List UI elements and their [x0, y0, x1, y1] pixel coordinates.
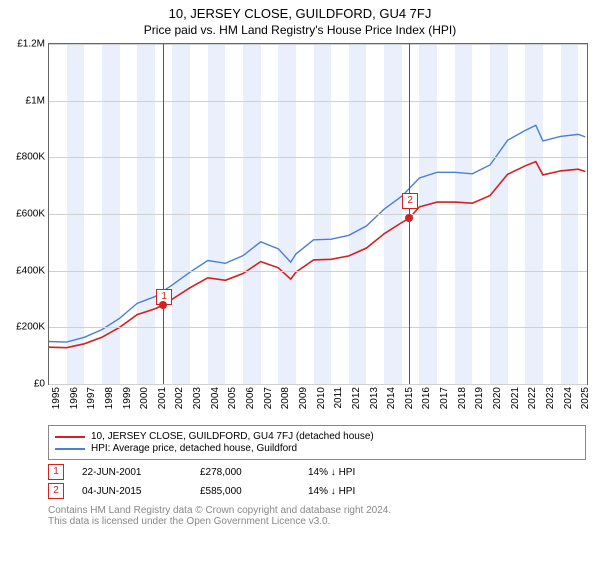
x-tick-label: 2023 — [545, 387, 556, 409]
x-tick-label: 2022 — [527, 387, 538, 409]
sale-price: £585,000 — [200, 486, 290, 497]
sale-delta: 14% ↓ HPI — [308, 467, 398, 478]
y-tick-label: £200K — [16, 322, 45, 333]
sale-price: £278,000 — [200, 467, 290, 478]
x-tick-label: 1998 — [104, 387, 115, 409]
sale-row: 2 04-JUN-2015 £585,000 14% ↓ HPI — [48, 483, 586, 499]
x-tick-label: 2002 — [174, 387, 185, 409]
legend-swatch — [55, 448, 85, 450]
x-tick-label: 2025 — [580, 387, 591, 409]
gridline — [49, 327, 587, 328]
attribution-line-2: This data is licensed under the Open Gov… — [48, 516, 586, 527]
x-tick-label: 2014 — [386, 387, 397, 409]
x-tick-label: 2020 — [492, 387, 503, 409]
sale-dot — [405, 214, 413, 222]
x-tick-label: 2006 — [245, 387, 256, 409]
legend-label: 10, JERSEY CLOSE, GUILDFORD, GU4 7FJ (de… — [91, 431, 374, 442]
sale-date: 22-JUN-2001 — [82, 467, 182, 478]
x-tick-label: 2021 — [510, 387, 521, 409]
sale-dot — [159, 301, 167, 309]
y-tick-label: £1.2M — [17, 39, 45, 50]
y-tick-label: £600K — [16, 209, 45, 220]
y-tick-label: £400K — [16, 265, 45, 276]
y-tick-label: £800K — [16, 152, 45, 163]
chart-title: 10, JERSEY CLOSE, GUILDFORD, GU4 7FJ — [0, 6, 600, 21]
x-axis-labels: 1995 1996 1997 1998 1999 2000 2001 2002 2003 2004… — [48, 385, 586, 419]
x-tick-label: 2013 — [369, 387, 380, 409]
x-tick-label: 2012 — [351, 387, 362, 409]
legend-item: HPI: Average price, detached house, Guil… — [55, 443, 579, 454]
y-tick-label: £0 — [34, 379, 45, 390]
legend-label: HPI: Average price, detached house, Guil… — [91, 443, 297, 454]
x-tick-label: 1996 — [69, 387, 80, 409]
legend-item: 10, JERSEY CLOSE, GUILDFORD, GU4 7FJ (de… — [55, 431, 579, 442]
plot-region: £0£200K£400K£600K£800K£1M£1.2M12 — [48, 43, 588, 385]
legend-swatch — [55, 436, 85, 438]
chart-subtitle: Price paid vs. HM Land Registry's House … — [0, 23, 600, 37]
x-tick-label: 2024 — [563, 387, 574, 409]
x-tick-label: 2015 — [404, 387, 415, 409]
sale-delta: 14% ↓ HPI — [308, 486, 398, 497]
y-tick-label: £1M — [26, 95, 45, 106]
x-tick-label: 2011 — [333, 387, 344, 409]
x-tick-label: 2017 — [439, 387, 450, 409]
x-tick-label: 2010 — [316, 387, 327, 409]
x-tick-label: 1997 — [86, 387, 97, 409]
sale-row-marker: 2 — [48, 483, 64, 499]
attribution: Contains HM Land Registry data © Crown c… — [48, 505, 586, 527]
x-tick-label: 2004 — [210, 387, 221, 409]
gridline — [49, 214, 587, 215]
x-tick-label: 2005 — [227, 387, 238, 409]
x-tick-label: 2000 — [139, 387, 150, 409]
sale-marker-box: 2 — [402, 193, 418, 209]
gridline — [49, 44, 587, 45]
x-tick-label: 2003 — [192, 387, 203, 409]
x-tick-label: 2008 — [280, 387, 291, 409]
legend: 10, JERSEY CLOSE, GUILDFORD, GU4 7FJ (de… — [48, 425, 586, 460]
x-tick-label: 2016 — [421, 387, 432, 409]
sale-marker-line — [163, 44, 164, 384]
x-tick-label: 2007 — [263, 387, 274, 409]
sales-table: 1 22-JUN-2001 £278,000 14% ↓ HPI 2 04-JUN-201… — [48, 464, 586, 499]
gridline — [49, 157, 587, 158]
chart-area: £0£200K£400K£600K£800K£1M£1.2M12 1995199… — [48, 43, 586, 419]
sale-row: 1 22-JUN-2001 £278,000 14% ↓ HPI — [48, 464, 586, 480]
sale-date: 04-JUN-2015 — [82, 486, 182, 497]
x-tick-label: 1999 — [122, 387, 133, 409]
gridline — [49, 271, 587, 272]
x-tick-label: 2009 — [298, 387, 309, 409]
attribution-line-1: Contains HM Land Registry data © Crown c… — [48, 505, 586, 516]
x-tick-label: 1995 — [51, 387, 62, 409]
series-line — [49, 162, 585, 348]
x-tick-label: 2018 — [457, 387, 468, 409]
x-tick-label: 2019 — [474, 387, 485, 409]
sale-row-marker: 1 — [48, 464, 64, 480]
gridline — [49, 101, 587, 102]
x-tick-label: 2001 — [157, 387, 168, 409]
